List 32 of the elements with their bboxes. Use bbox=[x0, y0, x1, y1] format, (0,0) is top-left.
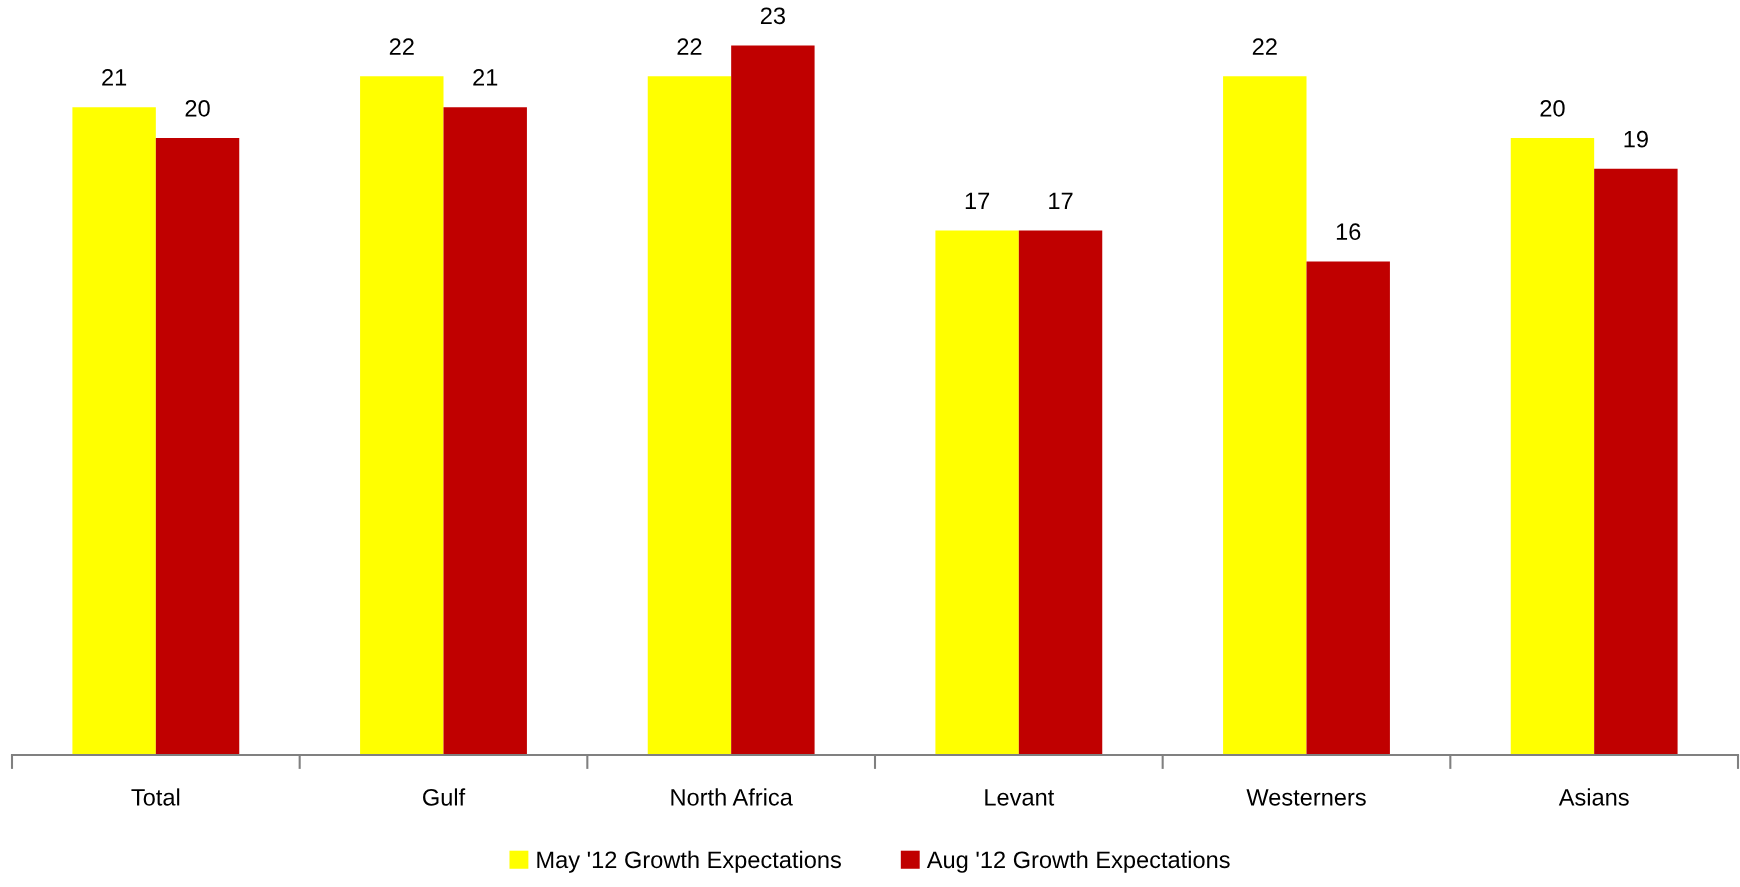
data-label: 22 bbox=[1252, 38, 1277, 55]
bar bbox=[647, 76, 732, 755]
bar bbox=[155, 138, 240, 755]
x-tick-label: Total bbox=[131, 788, 180, 806]
x-tick-label: Levant bbox=[985, 789, 1055, 806]
data-label: 19 bbox=[1624, 130, 1648, 148]
data-label: 17 bbox=[965, 192, 990, 209]
bar bbox=[1223, 76, 1307, 755]
data-label: 21 bbox=[473, 69, 498, 86]
bar bbox=[1594, 168, 1678, 755]
x-tick-label: Gulf bbox=[423, 788, 466, 806]
data-label: 20 bbox=[185, 99, 210, 117]
x-tick-label: Westerners bbox=[1246, 789, 1366, 806]
x-tick-label: Asians bbox=[1558, 788, 1629, 806]
legend-label: Aug '12 Growth Expectations bbox=[926, 850, 1230, 873]
legend-label: May '12 Growth Expectations bbox=[537, 850, 841, 873]
data-label: 16 bbox=[1336, 223, 1361, 241]
bar bbox=[731, 45, 815, 755]
data-label: 20 bbox=[1540, 99, 1565, 117]
bar bbox=[1018, 230, 1103, 755]
data-label: 21 bbox=[102, 69, 127, 86]
bar bbox=[443, 107, 527, 755]
bar bbox=[1306, 261, 1390, 755]
bar bbox=[935, 230, 1019, 755]
bar bbox=[72, 107, 156, 755]
x-tick-label: North Africa bbox=[671, 788, 793, 806]
data-label: 17 bbox=[1049, 192, 1073, 209]
bar bbox=[360, 76, 444, 755]
bar bbox=[1510, 138, 1595, 755]
data-label: 23 bbox=[760, 7, 785, 25]
data-label: 22 bbox=[677, 38, 702, 55]
data-label: 22 bbox=[389, 38, 414, 55]
